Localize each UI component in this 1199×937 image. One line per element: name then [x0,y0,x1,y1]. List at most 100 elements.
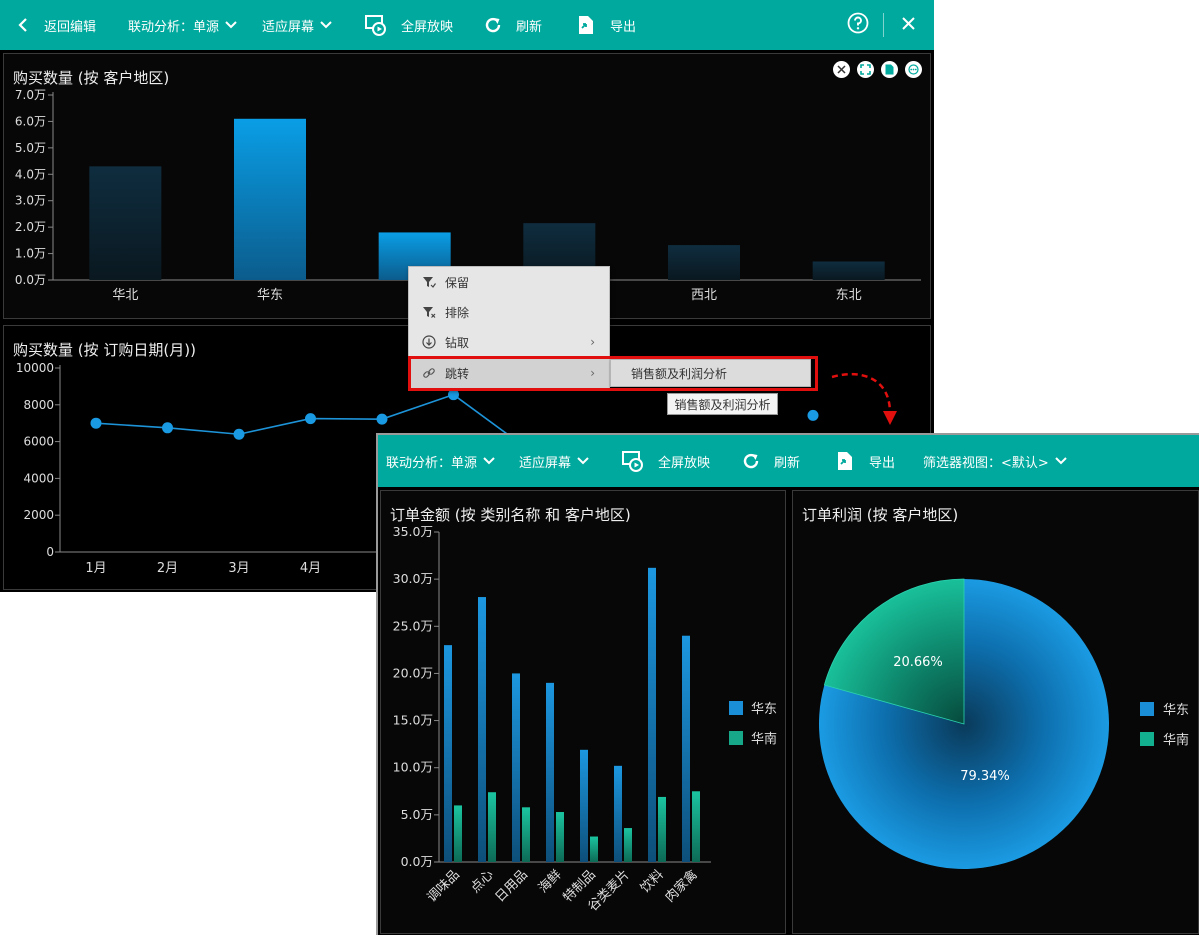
y-tick-label: 15.0万 [393,713,433,728]
export-button[interactable]: 导出 [837,435,895,487]
chevron-down-icon [483,454,495,469]
refresh-label: 刷新 [774,455,801,471]
submenu-item-label: 销售额及利润分析 [631,366,728,381]
y-tick-label: 2.0万 [15,220,46,234]
menu-item-exclude[interactable]: 排除 [409,297,609,327]
highlight-frame [408,356,818,391]
help-button[interactable] [847,0,869,50]
x-tick-label: 调味品 [425,867,463,905]
x-tick-label: 饮料 [638,867,667,896]
export-file-icon [578,15,594,35]
bar-huanan [454,805,462,862]
fit-screen-dropdown[interactable]: 适应屏幕 [262,0,332,50]
more-icon[interactable] [905,61,922,78]
data-point [305,413,316,425]
expand-icon[interactable] [857,61,874,78]
menu-item-label: 跳转 [445,366,470,381]
bar-huadong [512,673,520,862]
filter-keep-icon [421,274,437,290]
bar-huanan [522,807,530,862]
menu-item-drill[interactable]: 钻取 › [409,327,609,357]
menu-item-label: 排除 [445,305,470,320]
bar-huanan [590,836,598,862]
menu-item-label: 钻取 [445,335,470,350]
linkage-dropdown[interactable]: 联动分析：单源 [386,435,495,487]
y-tick-label: 6.0万 [15,114,46,128]
x-tick-label: 西北 [691,288,717,303]
filter-view-label: 筛选器视图：<默认> [923,455,1049,471]
context-menu: 保留 排除 钻取 › 跳转 › [408,266,610,390]
fit-screen-label: 适应屏幕 [519,455,572,471]
y-tick-label: 10000 [16,361,54,375]
refresh-button[interactable]: 刷新 [742,435,800,487]
submenu-item-sales-profit[interactable]: 销售额及利润分析 [610,359,811,387]
x-tick-label: 4月 [300,561,321,576]
legend-label: 华南 [751,731,777,747]
bar [89,166,162,280]
y-tick-label: 5.0万 [15,141,46,155]
legend-label: 华南 [1163,732,1189,748]
menu-item-keep[interactable]: 保留 [409,267,609,297]
y-tick-label: 35.0万 [393,524,433,539]
x-tick-label: 3月 [228,561,249,576]
link-icon [421,365,437,381]
y-tick-label: 0.0万 [15,273,46,287]
close-button[interactable] [902,0,915,50]
data-point [807,409,819,421]
fullscreen-button[interactable]: 全屏放映 [365,0,453,50]
x-tick-label: 1月 [85,561,106,576]
refresh-button[interactable]: 刷新 [484,0,542,50]
top-toolbar: 返回编辑 联动分析：单源 适应屏幕 全屏放映 刷新 导出 [0,0,934,50]
chevron-down-icon [577,454,589,469]
export-label: 导出 [610,19,637,35]
filter-view-dropdown[interactable]: 筛选器视图：<默认> [923,435,1067,487]
tooltip-text: 销售额及利润分析 [674,397,771,412]
panel-title: 购买数量 (按 订购日期(月)) [13,341,196,359]
x-tick-label: 点心 [468,867,497,896]
legend-swatch [1140,732,1154,746]
y-tick-label: 4000 [23,471,54,485]
y-tick-label: 6000 [23,435,54,449]
legend-swatch [729,701,743,715]
chevron-right-icon: › [590,335,595,349]
x-tick-label: 肉家禽 [662,867,701,906]
chevron-down-icon [225,18,237,33]
panel-title: 购买数量 (按 客户地区) [13,69,170,87]
bar-huadong [648,567,656,862]
x-tick-label: 华北 [112,288,138,303]
x-tick-label: 华东 [257,288,283,303]
export-label: 导出 [869,455,896,471]
bar-huadong [614,765,622,862]
y-tick-label: 10.0万 [393,760,433,775]
bar-huanan [624,828,632,862]
menu-item-jump[interactable]: 跳转 › [409,357,609,389]
export-small-icon[interactable] [881,61,898,78]
back-button[interactable]: 返回编辑 [18,0,96,50]
target-dashboard-window: 联动分析：单源 适应屏幕 全屏放映 刷新 导出 筛选器视图：<默认> [376,433,1199,935]
x-tick-label: 海鲜 [536,867,565,896]
tooltip: 销售额及利润分析 [667,393,778,415]
close-circle-icon[interactable] [833,61,850,78]
linkage-label: 联动分析：单源 [386,455,478,471]
y-tick-label: 25.0万 [393,618,433,633]
chevron-down-icon [1055,454,1067,469]
fullscreen-button[interactable]: 全屏放映 [622,435,710,487]
bar-huadong [444,645,452,862]
drill-down-icon [421,334,437,350]
linkage-dropdown[interactable]: 联动分析：单源 [128,0,237,50]
export-button[interactable]: 导出 [578,0,636,50]
chart-layer: 0.0万1.0万2.0万3.0万4.0万5.0万6.0万7.0万华北华东华西北东… [15,88,921,576]
bar-huadong [478,597,486,862]
fit-screen-dropdown[interactable]: 适应屏幕 [519,435,589,487]
bar-huadong [682,635,690,862]
data-point [90,417,102,429]
fullscreen-play-icon [622,450,644,472]
data-point [162,422,173,434]
toolbar-divider [883,13,884,37]
chevron-down-icon [320,18,332,33]
help-icon [847,12,869,38]
menu-item-label: 保留 [445,275,470,290]
data-point [376,413,388,425]
x-tick-label: 日用品 [493,867,531,905]
y-tick-label: 8000 [23,398,54,412]
